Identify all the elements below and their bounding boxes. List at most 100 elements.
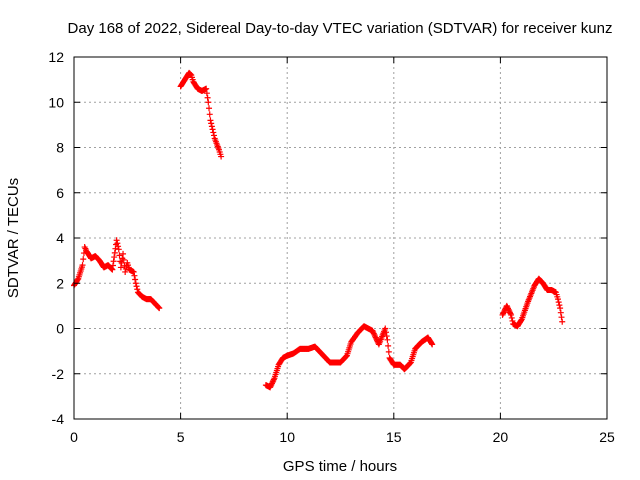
- data-point: [187, 71, 194, 78]
- data-point: [507, 310, 514, 317]
- data-point: [203, 90, 210, 97]
- data-point: [342, 354, 349, 361]
- data-point: [372, 334, 379, 341]
- data-point: [108, 266, 115, 273]
- data-point: [209, 126, 216, 133]
- data-point: [369, 327, 376, 334]
- data-point: [218, 153, 225, 160]
- data-point: [120, 250, 127, 257]
- data-point: [133, 283, 140, 290]
- data-point: [80, 256, 87, 263]
- x-tick-label: 25: [599, 429, 615, 445]
- data-point: [508, 311, 515, 318]
- data-point: [206, 105, 213, 112]
- data-point: [208, 120, 215, 127]
- data-point: [384, 336, 391, 343]
- y-axis-label: SDTVAR / TECUs: [5, 178, 22, 298]
- data-point: [131, 272, 138, 279]
- data-point: [74, 276, 81, 283]
- data-point: [556, 302, 563, 309]
- data-point: [120, 256, 127, 263]
- data-point: [206, 111, 213, 118]
- series-segment-3: [262, 323, 436, 391]
- data-point: [372, 333, 379, 340]
- data-point: [118, 259, 125, 266]
- y-tick-label: -2: [52, 366, 65, 382]
- y-tick-label: 12: [48, 49, 64, 65]
- data-point: [407, 360, 414, 367]
- x-axis-label: GPS time / hours: [283, 458, 397, 475]
- data-point: [385, 348, 392, 355]
- y-tick-label: -4: [52, 411, 65, 427]
- data-point: [113, 237, 120, 244]
- data-point: [122, 268, 129, 275]
- data-point: [156, 305, 163, 312]
- data-point: [210, 129, 217, 136]
- data-point: [373, 335, 380, 342]
- data-point: [111, 254, 118, 261]
- data-point: [554, 296, 561, 303]
- x-ticks: 0 5 10 15 20 25: [70, 57, 615, 445]
- plot-frame: [73, 56, 608, 420]
- data-point: [383, 333, 390, 340]
- data-point: [79, 262, 86, 269]
- data-point: [385, 342, 392, 349]
- data-point: [382, 329, 389, 336]
- data-point: [555, 299, 562, 306]
- data-point: [371, 331, 378, 338]
- data-point: [203, 85, 210, 92]
- x-tick-label: 5: [177, 429, 185, 445]
- x-tick-label: 10: [279, 429, 295, 445]
- data-point: [558, 314, 565, 321]
- x-tick-label: 0: [70, 429, 78, 445]
- y-tick-label: 8: [56, 140, 64, 156]
- data-point: [557, 305, 564, 312]
- data-point: [429, 341, 436, 348]
- y-tick-label: 0: [56, 321, 64, 337]
- data-point: [270, 376, 277, 383]
- x-tick-label: 15: [386, 429, 402, 445]
- data-point: [116, 252, 123, 259]
- data-point: [428, 340, 435, 347]
- data-point: [109, 266, 116, 273]
- data-point: [559, 318, 566, 325]
- data-point: [130, 268, 137, 275]
- data-point: [211, 132, 218, 139]
- data-point: [132, 276, 139, 283]
- data-point: [382, 325, 389, 332]
- series-segment-1: [71, 237, 163, 312]
- data-point: [518, 317, 525, 324]
- y-tick-label: 4: [56, 230, 64, 246]
- data-point: [208, 123, 215, 130]
- data-point: [111, 249, 118, 256]
- data-points: [71, 69, 566, 391]
- series-segment-4: [499, 275, 566, 330]
- data-point: [406, 360, 413, 367]
- data-point: [132, 280, 139, 287]
- data-point: [134, 286, 141, 293]
- y-tick-label: 6: [56, 185, 64, 201]
- data-point: [110, 258, 117, 265]
- data-point: [508, 314, 515, 321]
- grid: [74, 57, 607, 419]
- y-tick-label: 2: [56, 275, 64, 291]
- data-point: [155, 304, 162, 311]
- data-point: [370, 330, 377, 337]
- data-point: [204, 94, 211, 101]
- data-point: [205, 99, 212, 106]
- series-segment-2: [177, 69, 225, 160]
- data-point: [509, 317, 516, 324]
- data-point: [115, 246, 122, 253]
- data-point: [109, 262, 116, 269]
- chart-title: Day 168 of 2022, Sidereal Day-to-day VTE…: [68, 20, 613, 37]
- data-point: [155, 303, 162, 310]
- y-ticks: -4 -2 0 2 4 6 8 10 12: [48, 49, 607, 427]
- data-point: [207, 117, 214, 124]
- data-point: [115, 243, 122, 250]
- data-point: [117, 264, 124, 271]
- data-point: [557, 309, 564, 316]
- data-point: [370, 329, 377, 336]
- data-point: [343, 353, 350, 360]
- data-point: [114, 240, 121, 247]
